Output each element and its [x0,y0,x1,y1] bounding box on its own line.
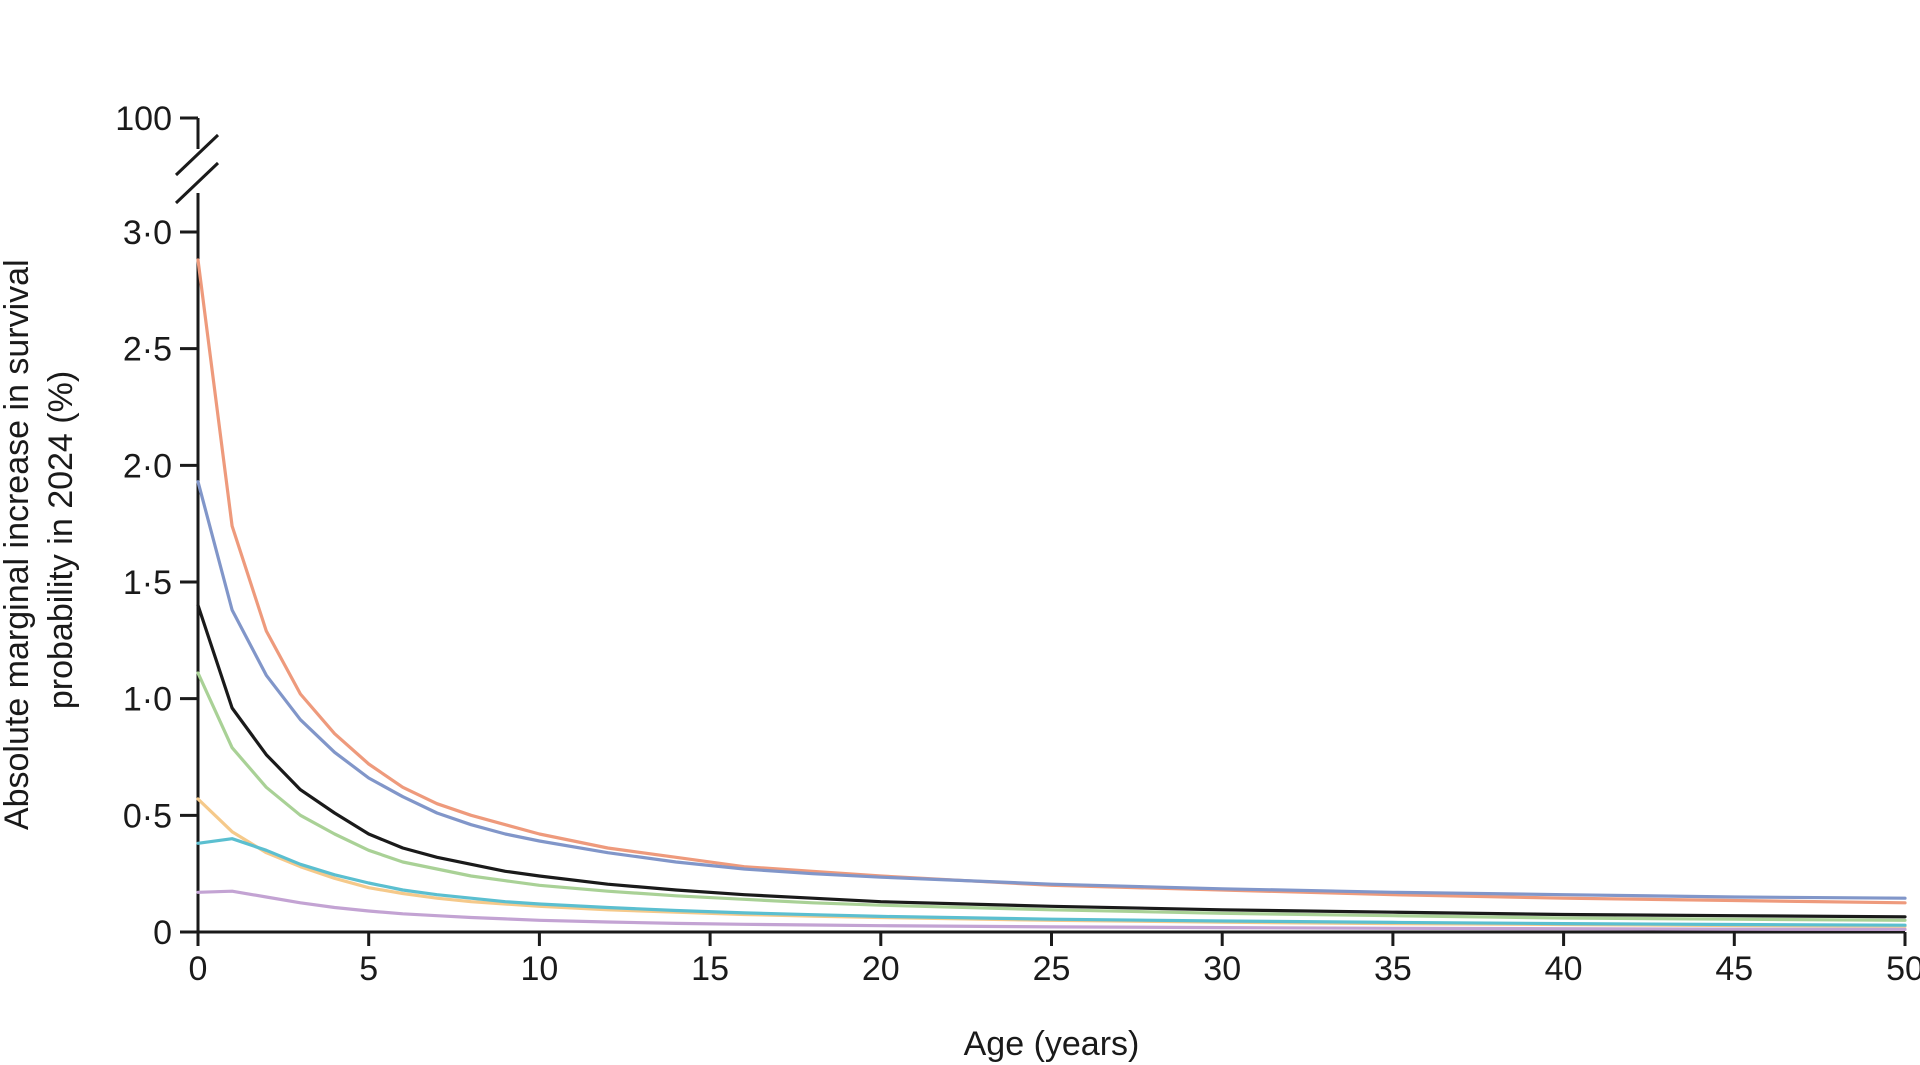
y-tick-label: 2·5 [123,331,172,369]
series-line-4 [196,671,1907,922]
y-tick-label: 1·0 [123,681,172,719]
x-tick-label: 30 [1203,950,1241,988]
x-axis-ticks: 0 5 10 15 20 25 30 35 40 45 50 [189,932,1920,988]
x-tick-label: 15 [691,950,729,988]
x-tick-label: 20 [862,950,900,988]
x-tick-label: 50 [1886,950,1920,988]
series-line-3 [196,603,1907,919]
series-line-2 [196,480,1907,900]
x-tick-label: 10 [520,950,558,988]
x-tick-label: 45 [1715,950,1753,988]
x-tick-label: 40 [1545,950,1583,988]
y-tick-label-break-top: 100 [115,100,172,138]
y-tick-label: 0·5 [123,797,172,835]
series-line-6 [196,837,1907,927]
y-axis-title-line-1: Absolute marginal increase in survival [0,259,36,830]
axes [174,118,1905,934]
y-tick-label: 2·0 [123,447,172,485]
x-tick-label: 35 [1374,950,1412,988]
series-line-7 [196,889,1907,931]
y-tick-label: 1·5 [123,564,172,602]
x-tick-label: 0 [189,950,208,988]
x-axis-title: Age (years) [964,1025,1140,1063]
series-line-1 [196,258,1907,905]
y-axis-title-line-2: probability in 2024 (%) [42,371,80,709]
x-tick-label: 5 [359,950,378,988]
x-tick-label: 25 [1033,950,1071,988]
series-lines [196,258,1907,931]
y-tick-label: 3·0 [123,214,172,252]
y-axis-ticks: 0 0·5 1·0 1·5 2·0 2·5 3·0 100 [115,100,198,952]
y-axis-title: Absolute marginal increase in survival p… [0,250,80,830]
axis-break-mark-upper [174,133,220,177]
y-tick-label: 0 [153,914,172,952]
axis-break-mark-lower [174,161,220,205]
